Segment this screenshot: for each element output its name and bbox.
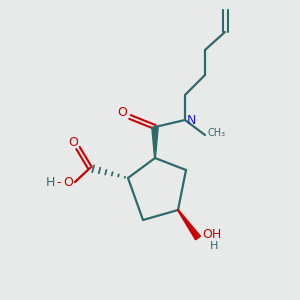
Text: O: O: [117, 106, 127, 119]
Text: H: H: [45, 176, 55, 190]
Text: H: H: [210, 241, 218, 251]
Text: CH₃: CH₃: [208, 128, 226, 138]
Text: OH: OH: [202, 229, 221, 242]
Text: O: O: [63, 176, 73, 190]
Polygon shape: [178, 210, 200, 240]
Text: O: O: [68, 136, 78, 149]
Text: N: N: [187, 113, 196, 127]
Text: -: -: [57, 176, 61, 190]
Polygon shape: [152, 127, 158, 158]
